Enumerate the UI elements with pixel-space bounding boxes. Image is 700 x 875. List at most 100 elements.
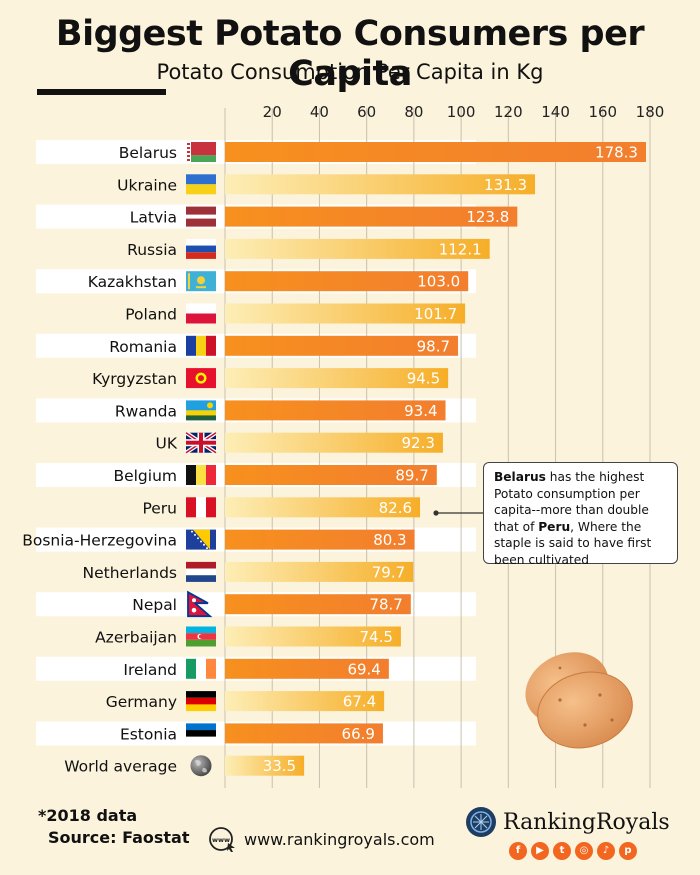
category-label: Latvia xyxy=(130,209,177,227)
category-label: Germany xyxy=(106,693,177,711)
tiktok-icon[interactable]: ♪ xyxy=(597,842,615,860)
bar xyxy=(225,206,518,227)
x-tick-label: 180 xyxy=(636,103,665,121)
flag-romania xyxy=(186,335,216,356)
flag-russia xyxy=(186,238,216,259)
category-label: Belgium xyxy=(113,467,177,485)
value-label: 89.7 xyxy=(395,467,428,485)
flag-poland xyxy=(186,303,216,324)
bar xyxy=(225,691,385,712)
value-label: 80.3 xyxy=(373,531,406,549)
facebook-icon[interactable]: f xyxy=(509,842,527,860)
category-label: Belarus xyxy=(119,144,177,162)
x-tick-label: 120 xyxy=(494,103,523,121)
x-tick-label: 80 xyxy=(404,103,423,121)
data-year-note: *2018 data xyxy=(38,806,138,825)
bar xyxy=(225,561,414,582)
flag-germany xyxy=(186,691,216,712)
value-label: 93.4 xyxy=(404,402,437,420)
website-link[interactable]: www www.rankingroyals.com xyxy=(208,826,435,852)
flag-belgium xyxy=(186,465,216,485)
bar xyxy=(225,529,415,550)
value-label: 94.5 xyxy=(407,370,440,388)
social-icons: f ▶ t ◎ ♪ p xyxy=(509,842,670,860)
flag-uk xyxy=(184,431,218,455)
value-label: 98.7 xyxy=(417,337,450,355)
belarus-peru-callout: Belarus has the highest Potato consumpti… xyxy=(483,462,678,567)
value-label: 101.7 xyxy=(414,305,457,323)
source-note: Source: Faostat xyxy=(48,828,190,847)
category-label: Russia xyxy=(127,241,177,259)
x-tick-label: 60 xyxy=(357,103,376,121)
category-label: Ukraine xyxy=(117,176,177,194)
value-label: 131.3 xyxy=(484,176,527,194)
potato-illustration xyxy=(525,652,633,749)
instagram-icon[interactable]: ◎ xyxy=(575,842,593,860)
bar xyxy=(225,303,466,324)
flag-rwanda xyxy=(186,400,216,421)
category-label: Nepal xyxy=(132,596,177,614)
value-label: 82.6 xyxy=(379,499,412,517)
bar xyxy=(225,626,401,647)
category-label: Kazakhstan xyxy=(88,273,177,291)
x-tick-label: 160 xyxy=(588,103,617,121)
value-label: 67.4 xyxy=(343,693,376,711)
flag-peru xyxy=(186,497,216,518)
category-label: Bosnia-Herzegovina xyxy=(22,532,177,550)
value-label: 123.8 xyxy=(466,208,509,226)
www-icon-text: www xyxy=(212,836,230,844)
callout-text-2: , Where the staple is said to have first… xyxy=(494,519,652,567)
flag-ukraine xyxy=(186,174,216,195)
bar xyxy=(225,465,437,485)
bar xyxy=(225,368,449,389)
category-label: World average xyxy=(64,758,177,776)
www-globe-icon: www xyxy=(209,827,235,852)
bar xyxy=(225,238,490,259)
flag-bosnia-herzegovina xyxy=(186,529,216,550)
bar xyxy=(225,497,421,518)
footnote: *2018 data Source: Faostat xyxy=(38,805,190,849)
callout-connector xyxy=(433,510,483,516)
flag-latvia xyxy=(186,206,216,227)
category-label: Azerbaijan xyxy=(95,629,177,647)
category-label: Poland xyxy=(125,306,177,324)
website-url[interactable]: www.rankingroyals.com xyxy=(244,829,435,849)
flag-netherlands xyxy=(186,561,216,582)
value-label: 74.5 xyxy=(359,628,392,646)
bar xyxy=(225,755,305,776)
brand-logo-icon xyxy=(466,807,496,837)
flag-kyrgyzstan xyxy=(186,368,216,389)
flag-azerbaijan xyxy=(186,626,216,647)
bar xyxy=(225,174,536,195)
category-label: Ireland xyxy=(123,661,177,679)
x-tick-label: 20 xyxy=(263,103,282,121)
pinterest-icon[interactable]: p xyxy=(619,842,637,860)
bar xyxy=(225,432,443,453)
x-tick-label: 100 xyxy=(447,103,476,121)
category-label: Netherlands xyxy=(83,564,177,582)
twitter-icon[interactable]: t xyxy=(553,842,571,860)
bar xyxy=(225,335,459,356)
brand-name: RankingRoyals xyxy=(503,809,670,835)
value-label: 178.3 xyxy=(595,144,638,162)
category-label: Rwanda xyxy=(115,402,177,420)
chart-subtitle: Potato Consumption Per Capita in Kg xyxy=(156,60,544,84)
value-label: 33.5 xyxy=(263,757,296,775)
x-tick-label: 140 xyxy=(541,103,570,121)
value-label: 78.7 xyxy=(369,596,402,614)
flag-kazakhstan xyxy=(186,271,216,292)
value-label: 66.9 xyxy=(342,725,375,743)
callout-bold-belarus: Belarus xyxy=(494,470,546,484)
callout-bold-peru: Peru xyxy=(538,519,571,534)
bar xyxy=(225,271,469,292)
category-label: Peru xyxy=(142,499,177,517)
youtube-icon[interactable]: ▶ xyxy=(531,842,549,860)
bar xyxy=(225,400,446,421)
title-underline xyxy=(37,89,166,95)
chart-title: Biggest Potato Consumers per Capita xyxy=(55,14,645,94)
bar xyxy=(225,594,411,615)
value-label: 69.4 xyxy=(347,660,380,678)
globe-icon xyxy=(190,755,212,777)
bar xyxy=(225,658,389,679)
